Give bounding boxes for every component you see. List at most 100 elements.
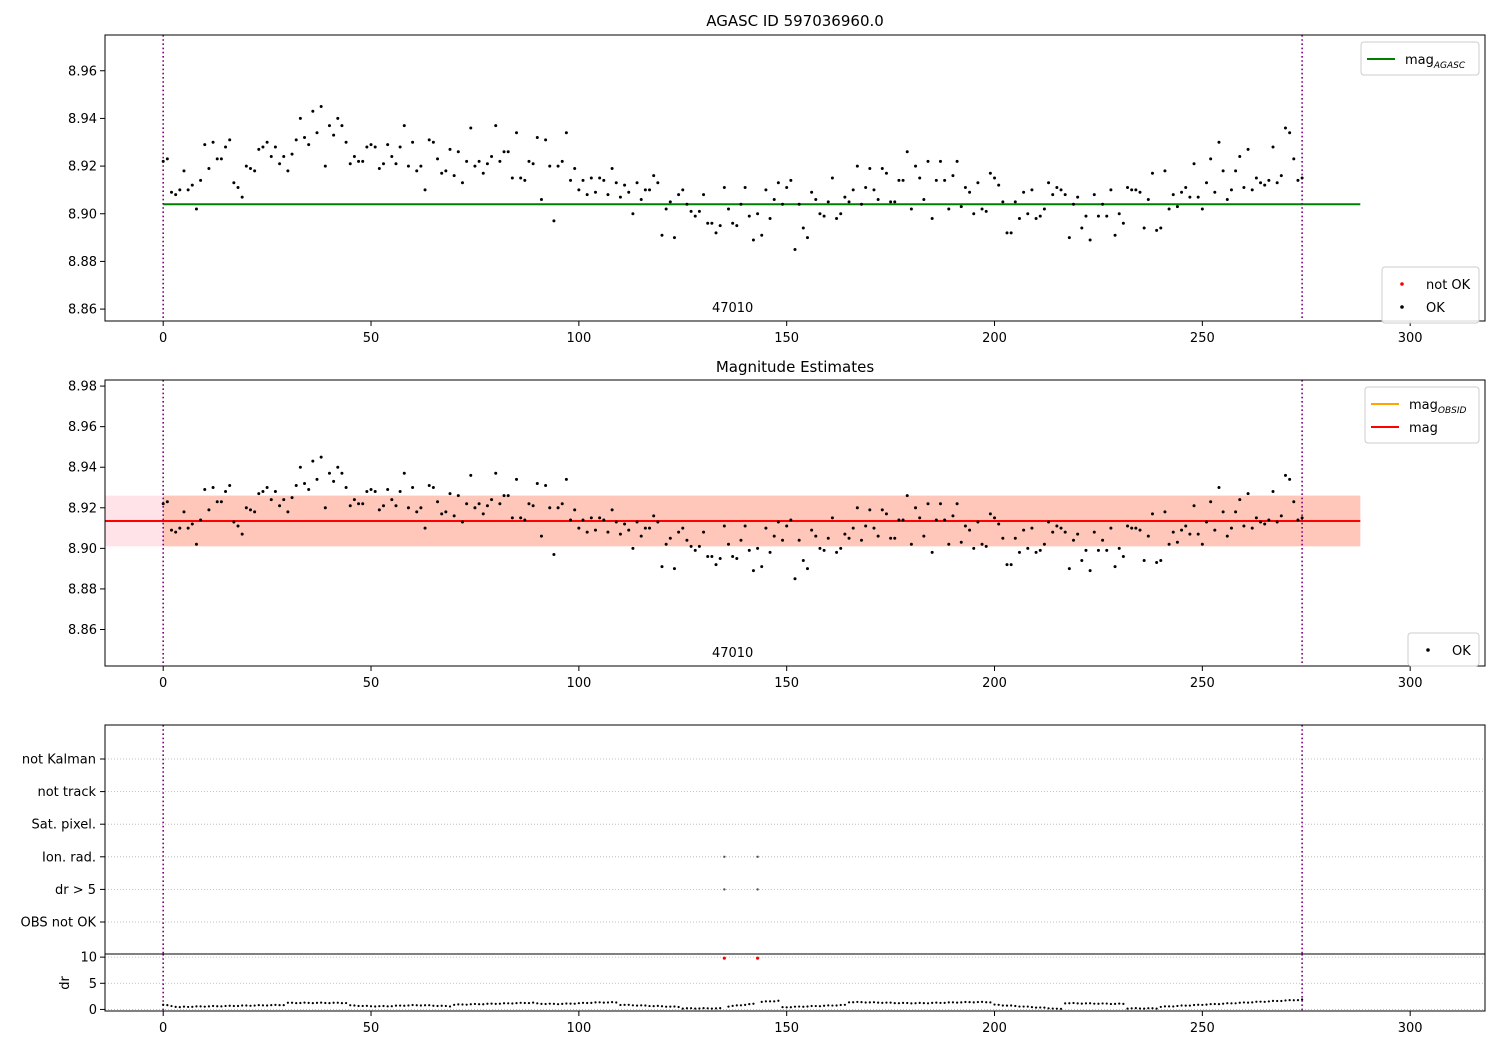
panel-dr-point (290, 1001, 294, 1004)
panel-magnitude-point (706, 554, 710, 558)
panel-agasc-point (248, 166, 252, 170)
panel-dr-point (1192, 1003, 1196, 1007)
panel-magnitude-point (697, 544, 701, 548)
panel-magnitude-point (452, 514, 456, 518)
panel-agasc-point (697, 209, 701, 213)
panel-agasc-point (988, 171, 992, 175)
panel-agasc-point (531, 162, 535, 166)
panel-dr-point (1217, 1003, 1221, 1006)
panel-dr-point (644, 1004, 647, 1007)
panel-magnitude-point (914, 506, 918, 510)
panel-magnitude-point (855, 506, 859, 510)
panel-agasc-point (884, 171, 888, 175)
panel-agasc-point (1196, 195, 1200, 199)
panel-dr-point (1263, 1000, 1266, 1003)
panel-agasc-point (469, 126, 473, 130)
panel-dr-point (465, 1003, 468, 1006)
panel-dr-point (1055, 1007, 1058, 1010)
panel-dr-point (320, 1001, 323, 1004)
panel-dr-point (889, 1001, 892, 1004)
panel-agasc-xtick-label: 300 (1398, 331, 1423, 346)
panel-agasc-point (427, 138, 431, 142)
panel-magnitude-point (805, 567, 809, 571)
panel-magnitude-point (1188, 532, 1192, 536)
panel-dr-point (714, 1007, 718, 1010)
panel-magnitude-point (436, 500, 440, 504)
panel-magnitude-lower-legend (1407, 632, 1480, 667)
panel-dr-point (1093, 1002, 1096, 1005)
panel-dr-point (1122, 1002, 1125, 1005)
panel-agasc-point (855, 164, 859, 168)
panel-magnitude-point (1034, 550, 1038, 554)
panel-magnitude-ytick-label: 8.90 (68, 542, 97, 557)
panel-magnitude-point (851, 526, 855, 530)
panel-magnitude-point (1225, 534, 1229, 538)
panel-magnitude-point (988, 512, 992, 516)
panel-magnitude-point (864, 524, 868, 528)
panel-magnitude-ytick-label: 8.92 (68, 501, 97, 516)
panel-magnitude-point (178, 526, 182, 530)
panel-dr-point (315, 1001, 319, 1004)
panel-magnitude-point (1030, 526, 1034, 530)
panel-dr-point (228, 1004, 231, 1007)
panel-dr-point (669, 1005, 672, 1008)
panel-agasc-point (352, 155, 356, 159)
panel-agasc-point (776, 181, 780, 185)
panel-agasc-point (1229, 188, 1233, 192)
panel-agasc-point (548, 164, 552, 168)
panel-magnitude-point (473, 506, 477, 510)
panel-magnitude-point (303, 481, 307, 485)
panel-agasc-point (1080, 226, 1084, 230)
panel-magnitude-point (523, 518, 527, 522)
panel-dr-point (365, 1004, 368, 1007)
panel-agasc-point (535, 135, 539, 139)
panel-dr-point (182, 1005, 186, 1008)
panel-magnitude-point (1296, 518, 1300, 522)
panel-dr-point (448, 1005, 452, 1008)
panel-dr-point (818, 1005, 822, 1008)
panel-dr-point (781, 1005, 784, 1009)
panel-magnitude-point (1071, 538, 1075, 542)
panel-magnitude-point (215, 500, 219, 504)
panel-dr-point (174, 1005, 177, 1008)
panel-magnitude-point (1026, 546, 1030, 550)
panel-agasc-point (170, 190, 174, 194)
panel-magnitude-point (1001, 536, 1005, 540)
panel-dr-point (989, 1001, 992, 1004)
panel-magnitude-point (1047, 520, 1051, 524)
panel-agasc-point (760, 233, 764, 237)
panel-magnitude-point (386, 488, 390, 492)
panel-agasc-point (1171, 193, 1175, 197)
panel-dr-point (486, 1002, 489, 1005)
panel-magnitude-point (905, 494, 909, 498)
panel-dr-point (407, 1004, 410, 1007)
panel-magnitude-point (1246, 492, 1250, 496)
panel-magnitude-point (743, 524, 747, 528)
panel-magnitude-point (269, 498, 273, 502)
panel-dr-point (1176, 1004, 1179, 1008)
panel-dr-point (843, 1003, 846, 1006)
panel-magnitude-point (1088, 569, 1092, 573)
panel-agasc-point (286, 169, 290, 173)
panel-dr-point (432, 1004, 435, 1007)
panel-agasc-xtick-label: 0 (159, 331, 167, 346)
panel-magnitude-point (369, 488, 373, 492)
panel-agasc-point (232, 181, 236, 185)
panel-dr-point (536, 1002, 539, 1005)
panel-dr-point (453, 1003, 456, 1006)
panel-magnitude-point (1109, 526, 1113, 530)
panel-dr-point (548, 1002, 551, 1005)
panel-dr-point (270, 1004, 273, 1007)
panel-agasc-point (481, 171, 485, 175)
panel-dr-point (1238, 1001, 1241, 1004)
panel-agasc-point (951, 174, 955, 178)
panel-dr-point (1155, 1007, 1158, 1010)
panel-dr-xtick-label: 0 (159, 1021, 167, 1036)
panel-agasc-point (963, 186, 967, 190)
panel-magnitude-point (1150, 512, 1154, 516)
panel-dr-point (556, 1003, 560, 1006)
panel-dr-point (997, 1003, 1000, 1006)
panel-agasc-point (772, 197, 776, 201)
panel-agasc-point (943, 178, 947, 182)
panel-dr-point (710, 1007, 713, 1010)
